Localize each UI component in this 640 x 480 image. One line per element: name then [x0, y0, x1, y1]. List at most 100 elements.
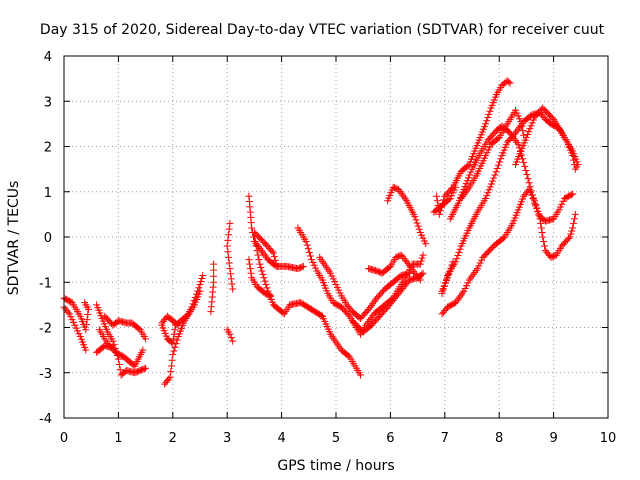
data-point — [259, 270, 267, 278]
data-points-layer — [60, 77, 582, 388]
data-point — [486, 107, 494, 115]
data-point — [257, 264, 265, 272]
x-tick-label: 1 — [114, 431, 122, 446]
data-point — [492, 168, 500, 176]
data-point — [260, 274, 268, 282]
data-point — [447, 264, 455, 272]
series-track-27 — [457, 106, 528, 203]
data-point — [491, 171, 499, 179]
series-track-2 — [60, 303, 90, 354]
data-point — [210, 266, 218, 274]
data-point — [265, 291, 273, 299]
data-point — [189, 300, 197, 308]
data-point — [433, 192, 441, 200]
data-point — [170, 347, 178, 355]
data-point — [227, 275, 235, 283]
data-point — [445, 271, 453, 279]
data-point — [571, 210, 579, 218]
data-point — [512, 161, 520, 169]
data-point — [227, 270, 235, 278]
data-point — [482, 195, 490, 203]
x-tick-label: 9 — [549, 431, 557, 446]
series-track-26 — [446, 122, 577, 225]
data-point — [522, 166, 530, 174]
y-axis-label: SDTVAR / TECUs — [6, 181, 22, 296]
data-point — [496, 158, 504, 166]
data-point — [174, 321, 182, 329]
data-point — [520, 158, 528, 166]
data-point — [304, 245, 312, 253]
series-track-23 — [433, 77, 514, 218]
data-point — [484, 114, 492, 122]
data-point — [412, 216, 420, 224]
x-tick-label: 7 — [441, 431, 449, 446]
data-point — [210, 272, 218, 280]
data-point — [256, 260, 264, 268]
series-track-3 — [93, 301, 150, 379]
data-point — [224, 236, 232, 244]
series-track-6 — [93, 342, 117, 356]
data-point — [527, 187, 535, 195]
series-track-8 — [161, 271, 207, 388]
data-point — [529, 116, 537, 124]
data-point — [411, 213, 419, 221]
data-point — [246, 260, 254, 268]
data-point — [490, 174, 498, 182]
series-track-29 — [438, 258, 457, 295]
data-point — [521, 162, 529, 170]
data-point — [525, 179, 533, 187]
data-point — [466, 171, 474, 179]
data-point — [415, 274, 423, 282]
data-point — [532, 112, 540, 120]
data-point — [193, 290, 201, 298]
data-point — [417, 257, 425, 265]
data-point — [567, 230, 575, 238]
data-point — [456, 245, 464, 253]
data-point — [171, 326, 179, 334]
data-point — [505, 78, 513, 86]
data-point — [528, 119, 536, 127]
data-point — [506, 79, 514, 87]
series-track-11 — [223, 219, 237, 293]
data-point — [299, 262, 307, 270]
data-point — [435, 210, 443, 218]
data-point — [305, 248, 313, 256]
data-point — [497, 155, 505, 163]
data-point — [524, 175, 532, 183]
data-point — [493, 164, 501, 172]
data-point — [483, 192, 491, 200]
series-track-5 — [101, 312, 150, 343]
data-point — [298, 263, 306, 271]
data-point — [487, 180, 495, 188]
series-track-22 — [384, 183, 430, 248]
data-point — [302, 238, 310, 246]
data-point — [494, 161, 502, 169]
data-point — [433, 197, 441, 205]
data-point — [452, 183, 460, 191]
series-track-24 — [438, 185, 579, 318]
data-point — [464, 162, 472, 170]
data-point — [484, 189, 492, 197]
y-tick-label: 4 — [44, 50, 52, 65]
series-track-9 — [158, 312, 182, 329]
data-point — [523, 171, 531, 179]
data-point — [568, 227, 576, 235]
data-point — [518, 151, 526, 159]
data-point — [169, 351, 177, 359]
data-point — [190, 297, 198, 305]
data-point — [267, 292, 275, 300]
x-tick-label: 10 — [600, 431, 617, 446]
data-point — [517, 118, 525, 126]
data-point — [462, 180, 470, 188]
series-track-14 — [250, 233, 326, 320]
data-point — [453, 255, 461, 263]
y-tick-label: -2 — [39, 322, 52, 337]
series-track-15 — [245, 256, 275, 300]
data-point — [529, 195, 537, 203]
data-point — [524, 131, 532, 139]
data-point — [541, 242, 549, 250]
data-point — [485, 186, 493, 194]
data-point — [538, 228, 546, 236]
y-tick-label: 0 — [44, 231, 52, 246]
data-point — [268, 247, 276, 255]
